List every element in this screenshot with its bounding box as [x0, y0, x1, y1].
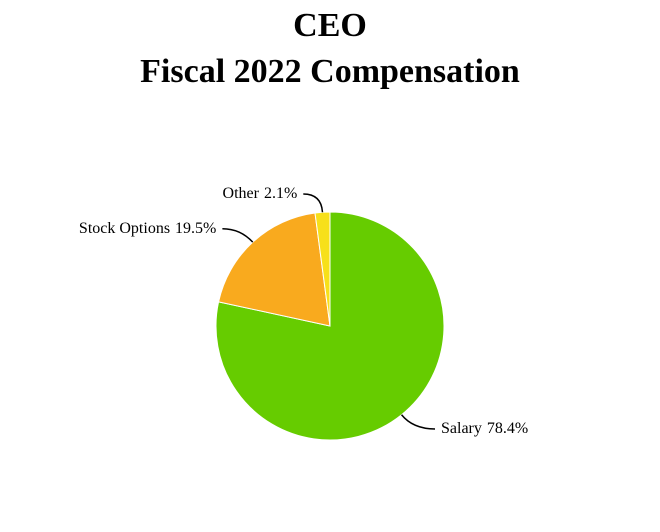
category-label: Other: [223, 185, 260, 202]
category-label: Stock Options: [79, 219, 170, 236]
leader-line: [303, 193, 324, 213]
leader-line: [222, 228, 254, 243]
value-label: 19.5%: [175, 219, 216, 236]
value-label: 78.4%: [487, 420, 528, 437]
leader-line: [400, 414, 436, 430]
pie-slice: [215, 211, 445, 441]
pie-slice: [314, 211, 331, 327]
chart-title: Fiscal 2022 Compensation: [140, 53, 520, 90]
value-label: 2.1%: [264, 185, 297, 202]
data-label: Stock Options 19.5%: [79, 219, 216, 236]
category-label: Salary: [441, 420, 482, 437]
chart-title: CEO: [293, 7, 367, 44]
data-label: Salary 78.4%: [441, 420, 528, 437]
data-label: Other 2.1%: [223, 185, 298, 202]
